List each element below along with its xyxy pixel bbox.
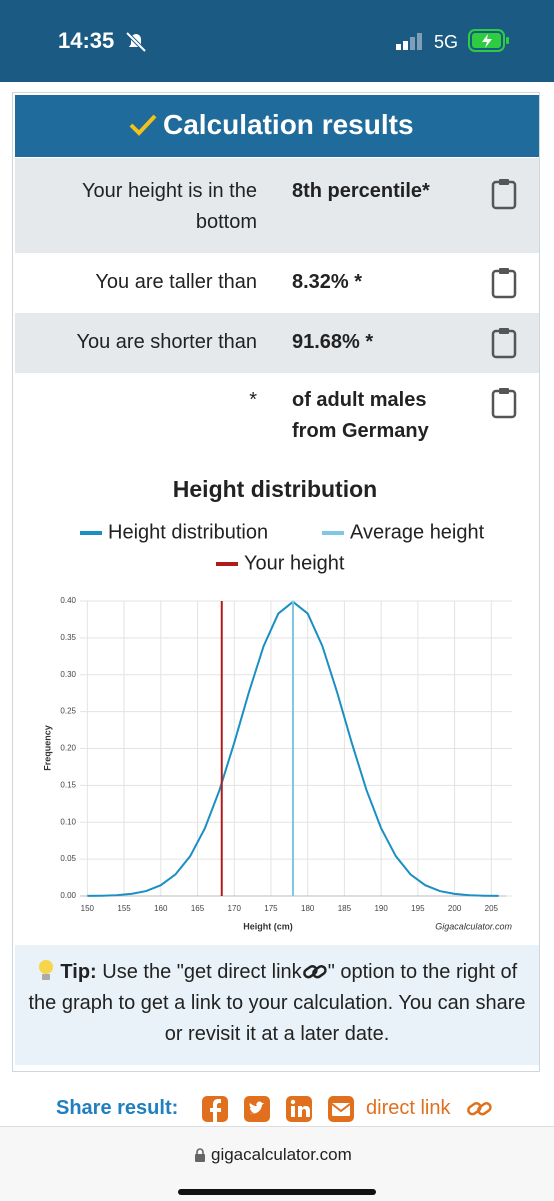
result-label: You are taller than [95,271,257,293]
result-label: You are shorter than [76,331,258,353]
result-row: * of adult males from Germany [15,373,539,463]
result-value: of adult males from Germany [292,389,429,442]
result-label: * [249,389,257,411]
result-value: 91.68% * [292,331,374,353]
url[interactable]: gigacalculator.com [211,1145,352,1164]
legend-label: Your height [244,552,345,574]
copy-icon[interactable] [491,387,517,419]
result-label: Your height is in the bottom [82,180,257,233]
link-icon [302,965,327,979]
share-label: Share result: [56,1097,179,1119]
x-tick-label: 150 [81,904,95,913]
result-card [12,92,540,1072]
y-tick-label: 0.25 [60,707,76,716]
share-bar: Share result: direct link [0,1090,554,1126]
signal-icon [396,33,422,50]
tip-text: Tip: Use the "get direct link " option to… [15,945,539,1050]
y-tick-label: 0.15 [60,780,76,789]
tip-text-after: " option to the right of the graph to ge… [28,961,526,1045]
check-icon [129,114,157,136]
x-tick-label: 165 [191,904,205,913]
chart-title: Height distribution [173,476,377,502]
time: 14:35 [58,28,115,53]
tip-box: Tip: Use the "get direct link " option to… [15,945,539,1065]
tip-label: Tip: [60,961,97,983]
direct-link[interactable]: direct link [366,1097,451,1119]
legend-label: Average height [350,521,485,543]
chart: Height distribution Height (cm) Gigacalc… [42,476,512,931]
bulb-icon [38,960,53,980]
result-row: You are taller than 8.32% * [15,253,539,313]
lock-icon [195,1148,205,1162]
x-tick-label: 180 [301,904,315,913]
x-tick-label: 160 [154,904,168,913]
home-indicator [178,1189,376,1195]
y-tick-label: 0.05 [60,854,76,863]
results-title: Calculation results [163,109,414,140]
result-row: Your height is in the bottom 8th percent… [15,158,539,253]
battery-icon [468,29,509,52]
x-tick-label: 170 [228,904,242,913]
result-value: 8.32% * [292,271,363,293]
x-tick-label: 185 [338,904,352,913]
tip-text-before: Use the "get direct link [102,961,302,983]
copy-icon[interactable] [491,178,517,210]
x-tick-label: 200 [448,904,462,913]
x-tick-label: 175 [264,904,278,913]
browser-bar: gigacalculator.com [0,1126,554,1201]
legend-label: Height distribution [108,521,268,543]
share-icons[interactable] [200,1094,356,1124]
link-icon [467,1102,492,1116]
copy-icon[interactable] [491,327,517,359]
network: 5G [434,32,459,52]
status-bar: 14:35 5G [0,0,554,82]
x-axis-label: Height (cm) [243,921,293,931]
results-header: Calculation results [15,95,539,157]
x-tick-label: 155 [117,904,131,913]
x-tick-label: 205 [485,904,499,913]
result-row: You are shorter than 91.68% * [15,313,539,373]
y-tick-label: 0.20 [60,744,76,753]
x-tick-label: 195 [411,904,425,913]
y-tick-label: 0.40 [60,596,76,605]
x-tick-label: 190 [374,904,388,913]
y-tick-label: 0.30 [60,670,76,679]
y-axis-label: Frequency [42,725,52,771]
result-value: 8th percentile* [292,180,430,202]
y-tick-label: 0.10 [60,817,76,826]
copy-icon[interactable] [491,267,517,299]
y-tick-label: 0.35 [60,633,76,642]
mute-icon [125,31,147,53]
credit: Gigacalculator.com [435,921,512,931]
y-tick-label: 0.00 [60,891,76,900]
